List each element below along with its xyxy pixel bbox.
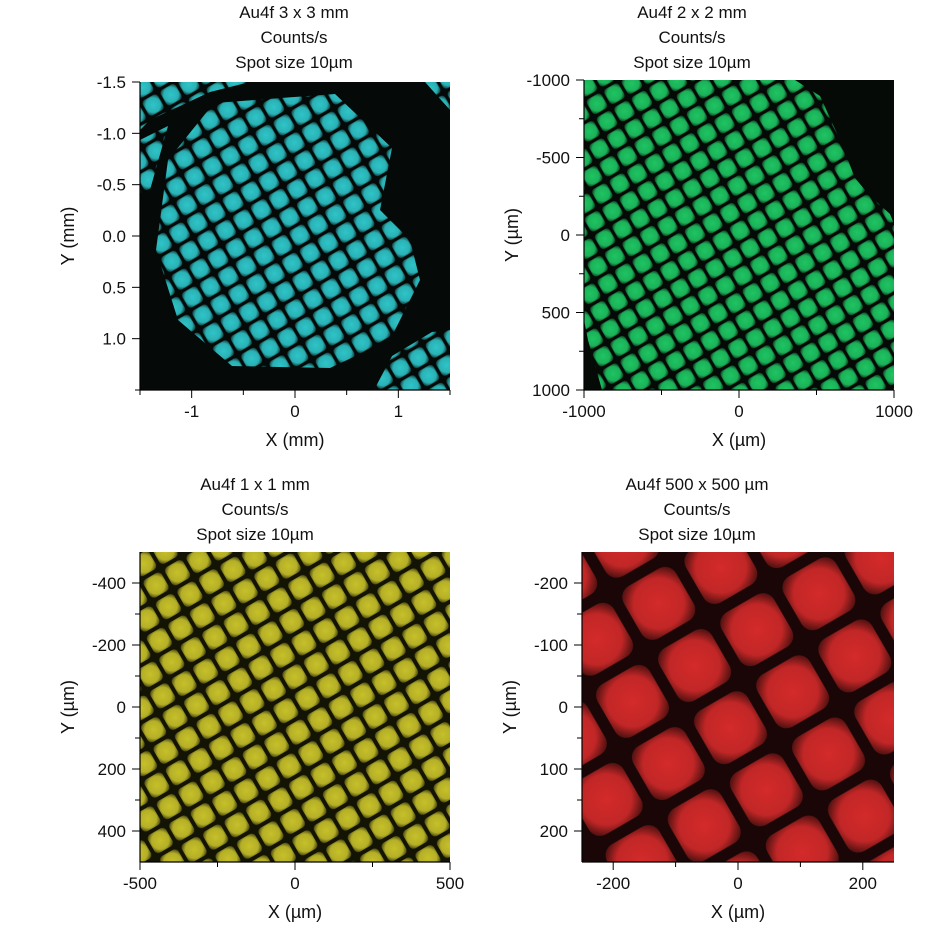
title-line-3: Spot size 10µm xyxy=(235,53,353,72)
x-tick-label: -1 xyxy=(184,402,199,421)
title-line-3: Spot size 10µm xyxy=(638,525,756,544)
heatmap-image xyxy=(140,82,450,390)
x-axis-label: X (mm) xyxy=(266,430,325,450)
x-tick-label: 1000 xyxy=(875,402,913,421)
title-line-2: Counts/s xyxy=(658,28,726,47)
y-tick-label: 0 xyxy=(559,698,568,717)
y-tick-label: -200 xyxy=(92,636,126,655)
y-tick-label: -0.5 xyxy=(97,176,126,195)
y-tick-label: 1000 xyxy=(532,381,570,400)
signal-tiles xyxy=(584,80,894,390)
y-axis-label: Y (µm) xyxy=(502,208,522,262)
x-tick-label: 0 xyxy=(290,402,299,421)
y-axis-label: Y (mm) xyxy=(58,207,78,266)
y-tick-label: 1.0 xyxy=(102,330,126,349)
y-axis-label: Y (µm) xyxy=(500,680,520,734)
y-tick-label: 0 xyxy=(561,226,570,245)
x-axis-label: X (µm) xyxy=(712,430,766,450)
title-line-3: Spot size 10µm xyxy=(633,53,751,72)
chart-title: Au4f 1 x 1 mm Counts/s Spot size 10µm xyxy=(55,472,455,547)
x-tick-label: -200 xyxy=(596,874,630,893)
heatmap-au4f-2mm: -1000 0 1000 -1000 -500 0 500 1000 X (µm) Y (µm) xyxy=(502,71,913,450)
x-tick-label: -500 xyxy=(123,874,157,893)
y-tick-label: 0.0 xyxy=(102,227,126,246)
y-tick-label: -400 xyxy=(92,574,126,593)
panel-au4f-3mm: Au4f 3 x 3 mm Counts/s Spot size 10µm -1… xyxy=(0,0,470,470)
signal-tiles xyxy=(582,552,894,862)
title-line-1: Au4f 3 x 3 mm xyxy=(239,3,349,22)
x-axis-label: X (µm) xyxy=(711,902,765,922)
panel-au4f-2mm: Au4f 2 x 2 mm Counts/s Spot size 10µm -1… xyxy=(470,0,939,470)
y-tick-label: -1000 xyxy=(527,71,570,90)
y-tick-label: -500 xyxy=(536,149,570,168)
y-tick-label: -100 xyxy=(534,636,568,655)
y-tick-label: -200 xyxy=(534,574,568,593)
y-tick-label: 100 xyxy=(540,760,568,779)
heatmap-au4f-1mm: -500 0 500 -400 -200 0 200 400 X (µm) Y (µm) xyxy=(58,552,464,922)
y-tick-label: 200 xyxy=(98,760,126,779)
panel-au4f-1mm: Au4f 1 x 1 mm Counts/s Spot size 10µm -5… xyxy=(0,470,470,950)
heatmap-au4f-500um: -200 0 200 -200 -100 0 100 200 X (µm) Y (µm) xyxy=(500,552,894,922)
x-tick-label: 0 xyxy=(734,402,743,421)
panel-au4f-500um: Au4f 500 x 500 µm Counts/s Spot size 10µ… xyxy=(470,470,939,950)
y-axis-label: Y (µm) xyxy=(58,680,78,734)
title-line-2: Counts/s xyxy=(221,500,289,519)
heatmap-au4f-3mm: -1 0 1 -1.5 -1.0 -0.5 0.0 0.5 1.0 X (mm) Y (mm) xyxy=(58,73,451,450)
heatmap-image xyxy=(140,552,450,862)
title-line-1: Au4f 1 x 1 mm xyxy=(200,475,310,494)
y-tick-label: 500 xyxy=(542,304,570,323)
y-tick-label: 200 xyxy=(540,822,568,841)
chart-title: Au4f 3 x 3 mm Counts/s Spot size 10µm xyxy=(94,0,494,75)
chart-title: Au4f 500 x 500 µm Counts/s Spot size 10µ… xyxy=(497,472,897,547)
x-tick-label: 200 xyxy=(849,874,877,893)
title-line-2: Counts/s xyxy=(260,28,328,47)
x-tick-label: 0 xyxy=(733,874,742,893)
title-line-1: Au4f 2 x 2 mm xyxy=(637,3,747,22)
y-tick-label: -1.0 xyxy=(97,124,126,143)
signal-tiles xyxy=(140,552,450,862)
x-axis-label: X (µm) xyxy=(268,902,322,922)
heatmap-image xyxy=(582,552,894,862)
y-tick-label: 400 xyxy=(98,822,126,841)
x-tick-label: 1 xyxy=(394,402,403,421)
chart-title: Au4f 2 x 2 mm Counts/s Spot size 10µm xyxy=(492,0,892,75)
signal-tiles xyxy=(140,82,450,390)
x-tick-label: 0 xyxy=(290,874,299,893)
title-line-1: Au4f 500 x 500 µm xyxy=(625,475,769,494)
title-line-2: Counts/s xyxy=(663,500,731,519)
x-tick-label: 500 xyxy=(436,874,464,893)
heatmap-image xyxy=(584,80,894,390)
x-tick-label: -1000 xyxy=(562,402,605,421)
y-tick-label: -1.5 xyxy=(97,73,126,92)
y-tick-label: 0 xyxy=(117,698,126,717)
y-tick-label: 0.5 xyxy=(102,278,126,297)
title-line-3: Spot size 10µm xyxy=(196,525,314,544)
